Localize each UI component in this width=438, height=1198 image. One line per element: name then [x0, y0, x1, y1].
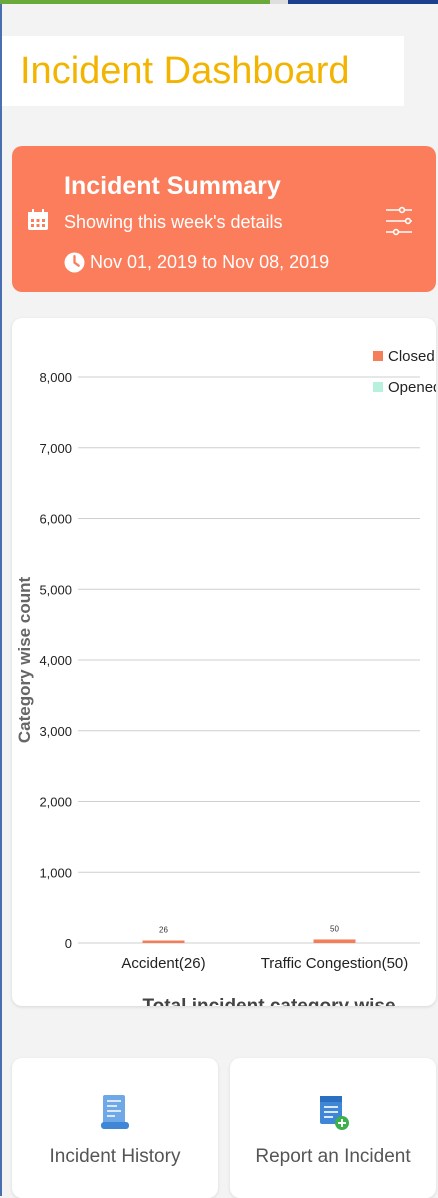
y-tick-label: 3,000 [39, 724, 72, 739]
y-tick-label: 4,000 [39, 653, 72, 668]
left-border [0, 4, 2, 1196]
summary-title: Incident Summary [64, 172, 281, 200]
incident-history-label: Incident History [49, 1146, 181, 1167]
legend-label: Opened [388, 379, 436, 396]
report-incident-tile[interactable]: Report an Incident [230, 1058, 436, 1198]
history-scroll-icon [101, 1095, 129, 1129]
y-axis-title: Category wise count [15, 577, 34, 744]
filter-sliders-icon[interactable] [384, 204, 414, 238]
incident-bar-chart: 0 1,000 2,000 3,000 4,000 5,000 6,000 7,000 8,00… [15, 348, 436, 1006]
legend-label: Closed [388, 348, 435, 365]
page-title: Incident Dashboard [20, 49, 350, 92]
bar-data-label: 26 [159, 926, 168, 935]
y-tick-label: 0 [65, 936, 72, 951]
clock-icon [64, 252, 85, 273]
legend-swatch [373, 382, 383, 392]
report-incident-label: Report an Incident [255, 1146, 411, 1167]
y-tick-label: 7,000 [39, 441, 72, 456]
summary-subtitle: Showing this week's details [64, 212, 283, 232]
incident-chart-card: 0 1,000 2,000 3,000 4,000 5,000 6,000 7,000 8,00… [12, 318, 436, 1006]
x-tick-label: Accident(26) [121, 955, 205, 972]
top-strip-blue [288, 0, 438, 4]
y-tick-label: 8,000 [39, 370, 72, 385]
bar-closed [142, 940, 185, 943]
calendar-icon [28, 209, 48, 230]
incident-summary-card: Incident Summary Showing this week's det… [12, 146, 436, 292]
x-axis-title: Total incident category wise [142, 996, 395, 1006]
incident-history-tile[interactable]: Incident History [12, 1058, 218, 1198]
y-tick-label: 5,000 [39, 582, 72, 597]
top-strip [0, 0, 438, 4]
title-box: Incident Dashboard [2, 36, 404, 106]
x-tick-label: Traffic Congestion(50) [261, 955, 409, 972]
y-tick-label: 1,000 [39, 865, 72, 880]
legend-swatch [373, 351, 383, 361]
top-strip-green [0, 0, 270, 4]
bar-closed [313, 939, 356, 943]
y-tick-label: 2,000 [39, 795, 72, 810]
report-add-icon [320, 1096, 349, 1130]
y-tick-label: 6,000 [39, 512, 72, 527]
bar-data-label: 50 [330, 924, 339, 933]
summary-date-range: Nov 01, 2019 to Nov 08, 2019 [90, 252, 330, 272]
